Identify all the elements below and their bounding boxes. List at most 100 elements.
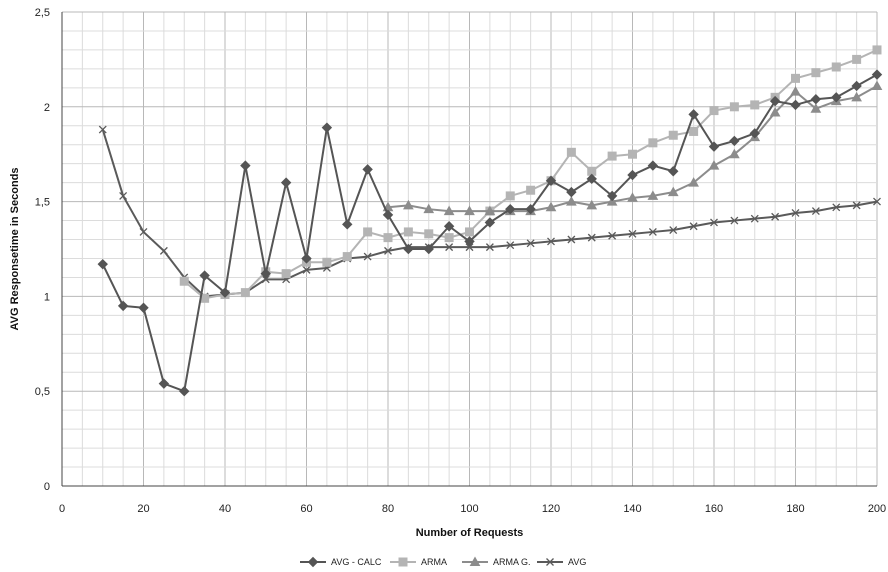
data-point [729,102,739,112]
data-point [647,160,659,171]
data-point [567,235,576,244]
data-point [117,300,129,312]
data-point [791,209,800,217]
data-point [627,192,638,202]
data-point [398,557,408,567]
data-point [545,175,557,186]
data-point [138,302,149,313]
data-point [566,196,577,206]
data-point [506,241,515,250]
data-point [708,141,720,152]
x-tick-label: 40 [219,503,231,515]
data-point [810,94,822,105]
data-point [608,231,617,240]
data-point [688,109,699,120]
y-tick-label: 1,5 [35,197,50,209]
data-point [831,92,842,103]
x-tick-label: 180 [786,503,804,515]
x-tick-label: 140 [623,503,641,515]
data-point [668,166,679,177]
data-point [566,147,576,157]
x-tick-label: 80 [382,503,394,515]
data-point [444,233,454,243]
data-point [321,122,333,133]
data-point [119,191,128,200]
x-tick-label: 100 [460,503,478,515]
legend-label: ARMA [421,557,447,567]
data-point [98,125,107,134]
legend-label: AVG - CALC [331,557,382,567]
data-point [606,190,618,202]
data-point [628,149,637,159]
data-point [423,203,435,214]
data-point [525,203,536,215]
data-point [852,201,861,210]
data-point [607,151,617,161]
data-point [382,209,394,221]
data-point [628,229,637,238]
x-tick-label: 160 [705,503,723,515]
data-point [771,212,780,221]
data-point [811,207,820,216]
data-point [769,106,781,117]
data-point [851,80,862,92]
data-point [342,252,352,262]
legend-item: ARMA [390,557,447,567]
data-point [307,556,319,568]
x-tick-label: 0 [59,503,65,515]
y-axis-title: AVG Responsetime in Seconds [9,167,21,330]
data-point [872,45,882,55]
data-point [423,243,434,255]
data-point [526,185,536,195]
x-axis-ticks: 0 20 40 60 80 100 120 140 160 180 200 [59,503,886,515]
data-point [363,252,372,261]
data-point [445,243,454,252]
data-point [363,227,373,237]
data-point [851,91,862,102]
data-point [791,73,800,83]
data-point [158,378,170,389]
data-point [648,138,658,148]
data-point [280,177,292,188]
data-point [587,233,596,242]
data-point [667,186,679,197]
data-point [159,246,168,255]
data-point [730,216,739,225]
data-point [403,199,414,210]
x-tick-label: 20 [137,503,149,515]
data-point [424,229,434,239]
data-point [689,126,699,136]
data-point [443,221,455,232]
data-point [688,177,699,187]
data-point [873,197,881,206]
data-point [566,186,577,198]
data-point [97,258,108,270]
data-point [790,99,801,111]
data-point [810,103,822,113]
data-point [139,227,148,236]
data-point [708,160,720,170]
data-point [790,86,801,96]
data-point [465,243,474,252]
data-point [871,69,883,80]
legend-label: AVG [568,557,586,567]
data-point [281,269,291,279]
data-point [547,237,555,246]
data-point [669,226,678,234]
data-point [729,148,740,159]
data-point [240,160,251,171]
data-point [469,556,481,566]
data-point [750,214,759,223]
data-point [199,270,210,281]
series-avg-calc [97,69,883,397]
data-point [464,236,475,247]
data-point [384,246,392,255]
data-point [261,275,270,284]
data-point [362,164,373,175]
data-point [709,106,719,116]
data-point [526,239,535,248]
data-point [852,54,862,64]
data-point [485,243,494,252]
data-point [260,268,271,279]
data-point [668,130,678,140]
